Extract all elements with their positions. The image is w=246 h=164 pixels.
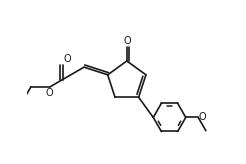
Text: O: O: [123, 36, 131, 46]
Text: O: O: [199, 112, 207, 122]
Text: O: O: [63, 54, 71, 64]
Text: O: O: [45, 88, 53, 98]
